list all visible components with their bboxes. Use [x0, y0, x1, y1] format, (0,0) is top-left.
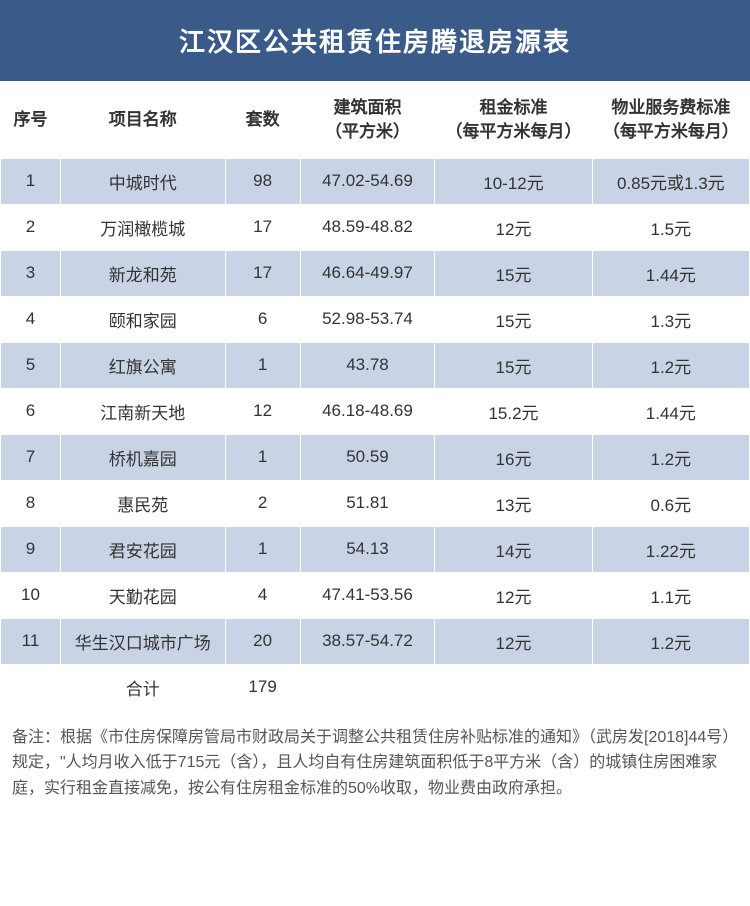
cell-area: 50.59: [300, 434, 435, 480]
table-row: 2万润橄榄城1748.59-48.8212元1.5元: [1, 204, 750, 250]
cell-rent: 15元: [435, 296, 592, 342]
cell-rent: 12元: [435, 572, 592, 618]
cell-name: 桥机嘉园: [60, 434, 225, 480]
header-fee: 物业服务费标准（每平方米每月）: [592, 82, 749, 159]
table-row: 9君安花园154.1314元1.22元: [1, 526, 750, 572]
cell-seq: 9: [1, 526, 61, 572]
cell-seq: 3: [1, 250, 61, 296]
cell-fee: 1.22元: [592, 526, 749, 572]
cell-empty: [300, 664, 435, 710]
cell-area: 46.64-49.97: [300, 250, 435, 296]
cell-seq: 4: [1, 296, 61, 342]
cell-name: 天勤花园: [60, 572, 225, 618]
table-row: 1中城时代9847.02-54.6910-12元0.85元或1.3元: [1, 158, 750, 204]
cell-count: 1: [225, 526, 300, 572]
cell-area: 46.18-48.69: [300, 388, 435, 434]
cell-area: 52.98-53.74: [300, 296, 435, 342]
cell-total-count: 179: [225, 664, 300, 710]
table-row: 8惠民苑251.8113元0.6元: [1, 480, 750, 526]
cell-fee: 0.6元: [592, 480, 749, 526]
cell-count: 2: [225, 480, 300, 526]
cell-fee: 1.3元: [592, 296, 749, 342]
cell-seq: 11: [1, 618, 61, 664]
cell-total-label: 合计: [60, 664, 225, 710]
cell-name: 颐和家园: [60, 296, 225, 342]
cell-fee: 1.2元: [592, 618, 749, 664]
header-name: 项目名称: [60, 82, 225, 159]
cell-area: 43.78: [300, 342, 435, 388]
table-body: 1中城时代9847.02-54.6910-12元0.85元或1.3元2万润橄榄城…: [1, 158, 750, 710]
cell-fee: 1.5元: [592, 204, 749, 250]
cell-area: 47.41-53.56: [300, 572, 435, 618]
cell-fee: 0.85元或1.3元: [592, 158, 749, 204]
cell-rent: 12元: [435, 618, 592, 664]
cell-rent: 16元: [435, 434, 592, 480]
cell-name: 惠民苑: [60, 480, 225, 526]
page-title: 江汉区公共租赁住房腾退房源表: [0, 0, 750, 81]
cell-seq: 5: [1, 342, 61, 388]
header-seq: 序号: [1, 82, 61, 159]
cell-count: 17: [225, 250, 300, 296]
cell-rent: 15元: [435, 250, 592, 296]
table-total-row: 合计179: [1, 664, 750, 710]
table-row: 6江南新天地1246.18-48.6915.2元1.44元: [1, 388, 750, 434]
cell-fee: 1.1元: [592, 572, 749, 618]
table-row: 11华生汉口城市广场2038.57-54.7212元1.2元: [1, 618, 750, 664]
cell-area: 54.13: [300, 526, 435, 572]
cell-name: 万润橄榄城: [60, 204, 225, 250]
cell-count: 20: [225, 618, 300, 664]
cell-name: 中城时代: [60, 158, 225, 204]
cell-name: 红旗公寓: [60, 342, 225, 388]
cell-rent: 12元: [435, 204, 592, 250]
cell-count: 1: [225, 342, 300, 388]
cell-seq: 1: [1, 158, 61, 204]
cell-name: 江南新天地: [60, 388, 225, 434]
cell-rent: 14元: [435, 526, 592, 572]
table-row: 7桥机嘉园150.5916元1.2元: [1, 434, 750, 480]
cell-name: 君安花园: [60, 526, 225, 572]
footnote: 备注：根据《市住房保障房管局市财政局关于调整公共租赁住房补贴标准的通知》（武房发…: [0, 711, 750, 822]
housing-table: 序号 项目名称 套数 建筑面积（平方米） 租金标准（每平方米每月） 物业服务费标…: [0, 81, 750, 711]
cell-rent: 15.2元: [435, 388, 592, 434]
cell-seq: 7: [1, 434, 61, 480]
cell-count: 4: [225, 572, 300, 618]
cell-count: 12: [225, 388, 300, 434]
cell-seq: 2: [1, 204, 61, 250]
table-row: 3新龙和苑1746.64-49.9715元1.44元: [1, 250, 750, 296]
cell-fee: 1.2元: [592, 434, 749, 480]
cell-empty: [1, 664, 61, 710]
table-row: 10天勤花园447.41-53.5612元1.1元: [1, 572, 750, 618]
header-count: 套数: [225, 82, 300, 159]
cell-count: 17: [225, 204, 300, 250]
cell-area: 48.59-48.82: [300, 204, 435, 250]
cell-name: 新龙和苑: [60, 250, 225, 296]
cell-rent: 15元: [435, 342, 592, 388]
cell-empty: [592, 664, 749, 710]
cell-seq: 6: [1, 388, 61, 434]
table-header-row: 序号 项目名称 套数 建筑面积（平方米） 租金标准（每平方米每月） 物业服务费标…: [1, 82, 750, 159]
cell-area: 51.81: [300, 480, 435, 526]
cell-seq: 8: [1, 480, 61, 526]
cell-seq: 10: [1, 572, 61, 618]
cell-count: 6: [225, 296, 300, 342]
cell-count: 1: [225, 434, 300, 480]
cell-fee: 1.2元: [592, 342, 749, 388]
cell-area: 47.02-54.69: [300, 158, 435, 204]
header-rent: 租金标准（每平方米每月）: [435, 82, 592, 159]
table-container: 江汉区公共租赁住房腾退房源表 序号 项目名称 套数 建筑面积（平方米） 租金标准…: [0, 0, 750, 821]
cell-empty: [435, 664, 592, 710]
table-row: 5红旗公寓143.7815元1.2元: [1, 342, 750, 388]
cell-fee: 1.44元: [592, 388, 749, 434]
cell-count: 98: [225, 158, 300, 204]
header-area: 建筑面积（平方米）: [300, 82, 435, 159]
cell-rent: 10-12元: [435, 158, 592, 204]
cell-name: 华生汉口城市广场: [60, 618, 225, 664]
cell-fee: 1.44元: [592, 250, 749, 296]
cell-area: 38.57-54.72: [300, 618, 435, 664]
cell-rent: 13元: [435, 480, 592, 526]
table-row: 4颐和家园652.98-53.7415元1.3元: [1, 296, 750, 342]
